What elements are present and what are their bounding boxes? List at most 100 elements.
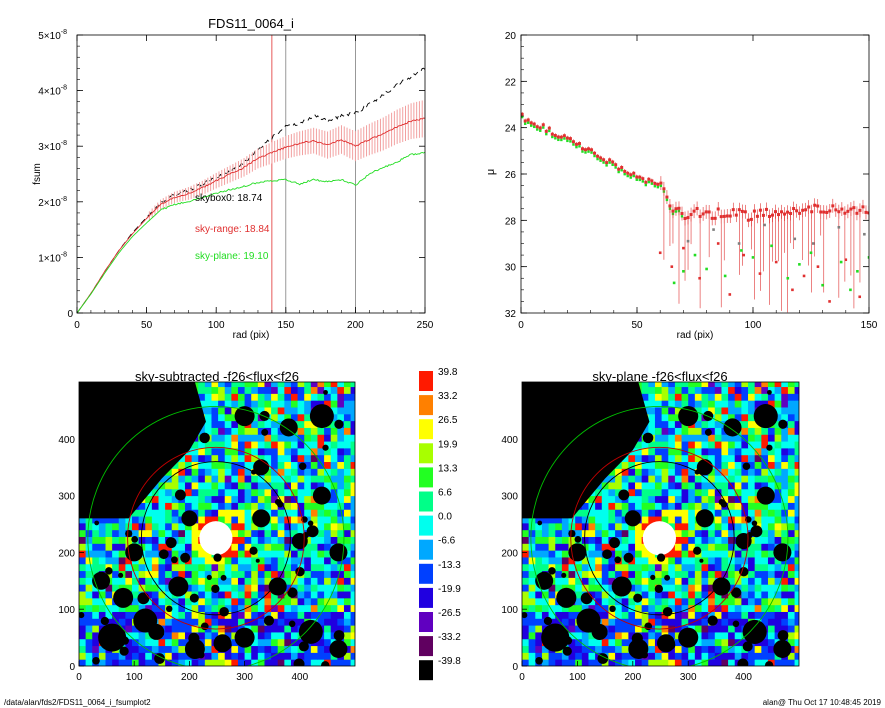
map-pixel: [568, 645, 576, 653]
map-pixel: [787, 591, 796, 599]
map-pixel: [641, 597, 649, 606]
map-pixel: [654, 516, 663, 524]
map-pixel: [297, 441, 305, 449]
map-pixel: [694, 652, 702, 660]
map-pixel: [761, 652, 769, 660]
map-pixel: [198, 382, 206, 388]
map-pixel: [264, 597, 272, 606]
map-pixel: [231, 522, 239, 531]
map-pixel: [231, 604, 239, 612]
map-pixel: [734, 529, 742, 537]
map-pixel: [661, 652, 669, 660]
map-pixel: [555, 563, 563, 572]
map-pixel: [787, 556, 796, 565]
map-pixel: [648, 441, 656, 449]
map-pixel: [131, 591, 140, 599]
map-pixel: [79, 604, 87, 612]
map-pixel: [304, 509, 312, 517]
map-pixel: [224, 611, 232, 619]
map-pixel: [350, 406, 355, 415]
map-pixel: [615, 509, 623, 517]
masked-star: [121, 484, 128, 492]
map-pixel: [343, 631, 352, 640]
map-pixel: [343, 543, 352, 551]
map-pixel: [290, 516, 299, 524]
map-pixel: [754, 427, 762, 435]
map-pixel: [595, 604, 603, 612]
map-pixel: [324, 611, 332, 619]
masked-star: [151, 395, 160, 404]
map-pixel: [165, 522, 173, 531]
map-pixel: [568, 638, 576, 647]
map-pixel: [787, 522, 796, 531]
masked-star: [777, 630, 789, 641]
profile-point-red: [725, 214, 729, 218]
map-pixel: [581, 563, 589, 572]
map-pixel: [125, 577, 133, 585]
map-pixel: [297, 475, 305, 483]
map-pixel: [271, 611, 279, 619]
map-pixel: [781, 461, 789, 469]
map-pixel: [628, 604, 636, 612]
map-pixel: [728, 386, 736, 394]
masked-star: [564, 484, 572, 492]
map-pixel: [244, 618, 252, 626]
map-pixel: [774, 597, 782, 606]
y-tick-label: 4×10-8: [38, 85, 67, 98]
map-pixel: [171, 604, 179, 612]
map-pixel: [781, 386, 789, 394]
map-pixel: [184, 495, 193, 503]
map-pixel: [224, 631, 232, 640]
map-pixel: [171, 516, 179, 524]
map-pixel: [297, 468, 305, 476]
map-pixel: [728, 570, 736, 578]
map-pixel: [191, 570, 199, 578]
map-pixel: [794, 475, 799, 483]
map-pixel: [330, 481, 338, 490]
map-pixel: [668, 577, 676, 585]
map-pixel: [615, 625, 623, 633]
map-pixel: [754, 543, 762, 551]
map-pixel: [211, 631, 219, 640]
map-pixel: [251, 577, 259, 585]
map-pixel: [761, 529, 769, 537]
map-pixel: [330, 386, 338, 394]
profile-point-green: [620, 169, 623, 172]
map-pixel: [112, 652, 120, 660]
map-pixel: [257, 434, 265, 442]
map-pixel: [528, 625, 536, 633]
profile-point-red: [834, 208, 838, 212]
map-pixel: [708, 400, 716, 408]
map-pixel: [264, 631, 272, 640]
map-pixel: [535, 638, 543, 647]
profile-point-red: [746, 218, 750, 222]
profile-point-red: [521, 112, 524, 116]
map-pixel: [337, 509, 345, 517]
map-pixel: [343, 413, 352, 422]
map-pixel: [257, 427, 265, 435]
map-pixel: [767, 382, 776, 388]
map-pixel: [794, 570, 799, 578]
map-pixel: [728, 447, 736, 456]
map-pixel: [668, 454, 676, 463]
masked-star: [102, 490, 110, 497]
map-pixel: [541, 645, 550, 653]
map-pixel: [224, 556, 232, 565]
map-pixel: [601, 645, 609, 653]
map-pixel: [681, 604, 689, 612]
map-pixel: [290, 382, 299, 388]
x-tick-label: 0: [76, 672, 82, 683]
map-pixel: [555, 618, 563, 626]
map-pixel: [231, 475, 239, 483]
map-pixel: [304, 400, 312, 408]
profile-point-red: [656, 182, 660, 186]
point-grey: [812, 242, 815, 245]
map-pixel: [165, 502, 173, 510]
map-pixel: [787, 597, 796, 606]
map-pixel: [350, 597, 355, 606]
map-pixel: [231, 618, 239, 626]
map-pixel: [304, 393, 312, 401]
map-pixel: [204, 516, 212, 524]
map-pixel: [330, 475, 338, 483]
aperture-circle-green: [530, 406, 789, 666]
